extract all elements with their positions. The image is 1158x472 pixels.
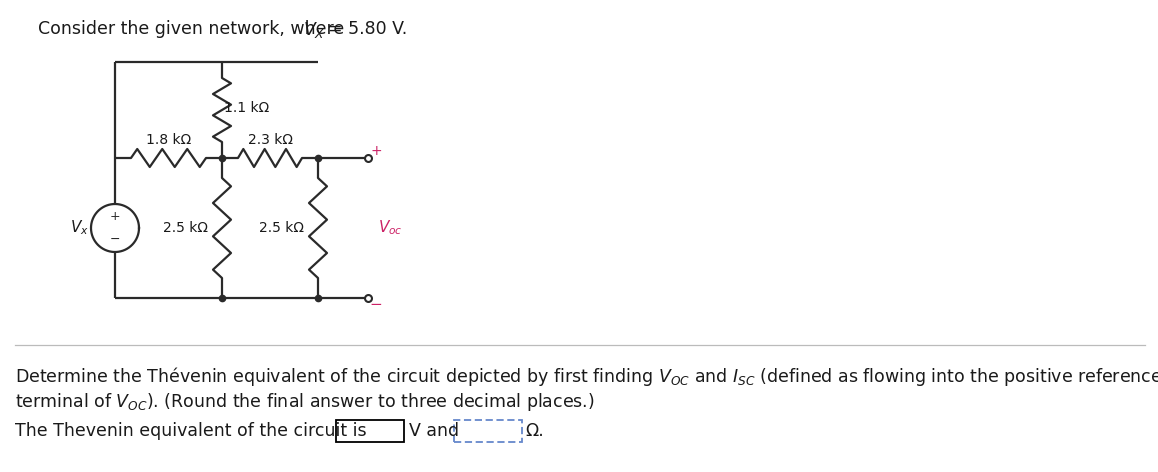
Text: The Thevenin equivalent of the circuit is: The Thevenin equivalent of the circuit i… [15,422,367,440]
Text: 2.5 kΩ: 2.5 kΩ [163,221,208,235]
Text: 1.8 kΩ: 1.8 kΩ [146,133,191,147]
Bar [454,420,522,442]
Text: V and: V and [409,422,459,440]
Text: 1.1 kΩ: 1.1 kΩ [223,101,270,115]
Text: = 5.80 V.: = 5.80 V. [328,20,408,38]
Text: Ω.: Ω. [525,422,544,440]
Text: 2.3 kΩ: 2.3 kΩ [248,133,293,147]
Text: 2.5 kΩ: 2.5 kΩ [259,221,305,235]
Text: terminal of $V_{OC}$). (Round the final answer to three decimal places.): terminal of $V_{OC}$). (Round the final … [15,391,595,413]
Text: $V_x$: $V_x$ [69,219,88,237]
Text: −: − [369,297,382,312]
Text: −: − [110,233,120,245]
Text: +: + [371,144,382,158]
Text: $V_X$: $V_X$ [303,20,325,40]
Text: +: + [110,211,120,224]
Bar [336,420,404,442]
Text: $V_{oc}$: $V_{oc}$ [378,219,403,237]
Text: Determine the Thévenin equivalent of the circuit depicted by first finding $V_{O: Determine the Thévenin equivalent of the… [15,365,1158,388]
Text: Consider the given network, where: Consider the given network, where [38,20,350,38]
